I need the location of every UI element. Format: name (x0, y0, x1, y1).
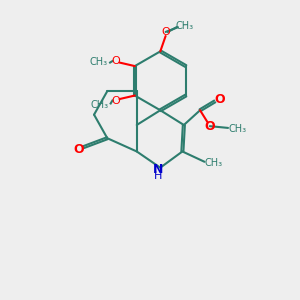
Text: CH₃: CH₃ (228, 124, 247, 134)
Text: H: H (154, 172, 162, 182)
Text: CH₃: CH₃ (176, 21, 194, 31)
Text: O: O (73, 143, 84, 156)
Text: CH₃: CH₃ (90, 57, 108, 67)
Text: O: O (111, 95, 120, 106)
Text: O: O (111, 56, 120, 66)
Text: CH₃: CH₃ (90, 100, 109, 110)
Text: N: N (153, 163, 163, 176)
Text: methoxy: methoxy (183, 25, 189, 26)
Text: CH₃: CH₃ (205, 158, 223, 168)
Text: O: O (161, 27, 170, 37)
Text: O: O (205, 120, 215, 133)
Text: O: O (215, 93, 225, 106)
